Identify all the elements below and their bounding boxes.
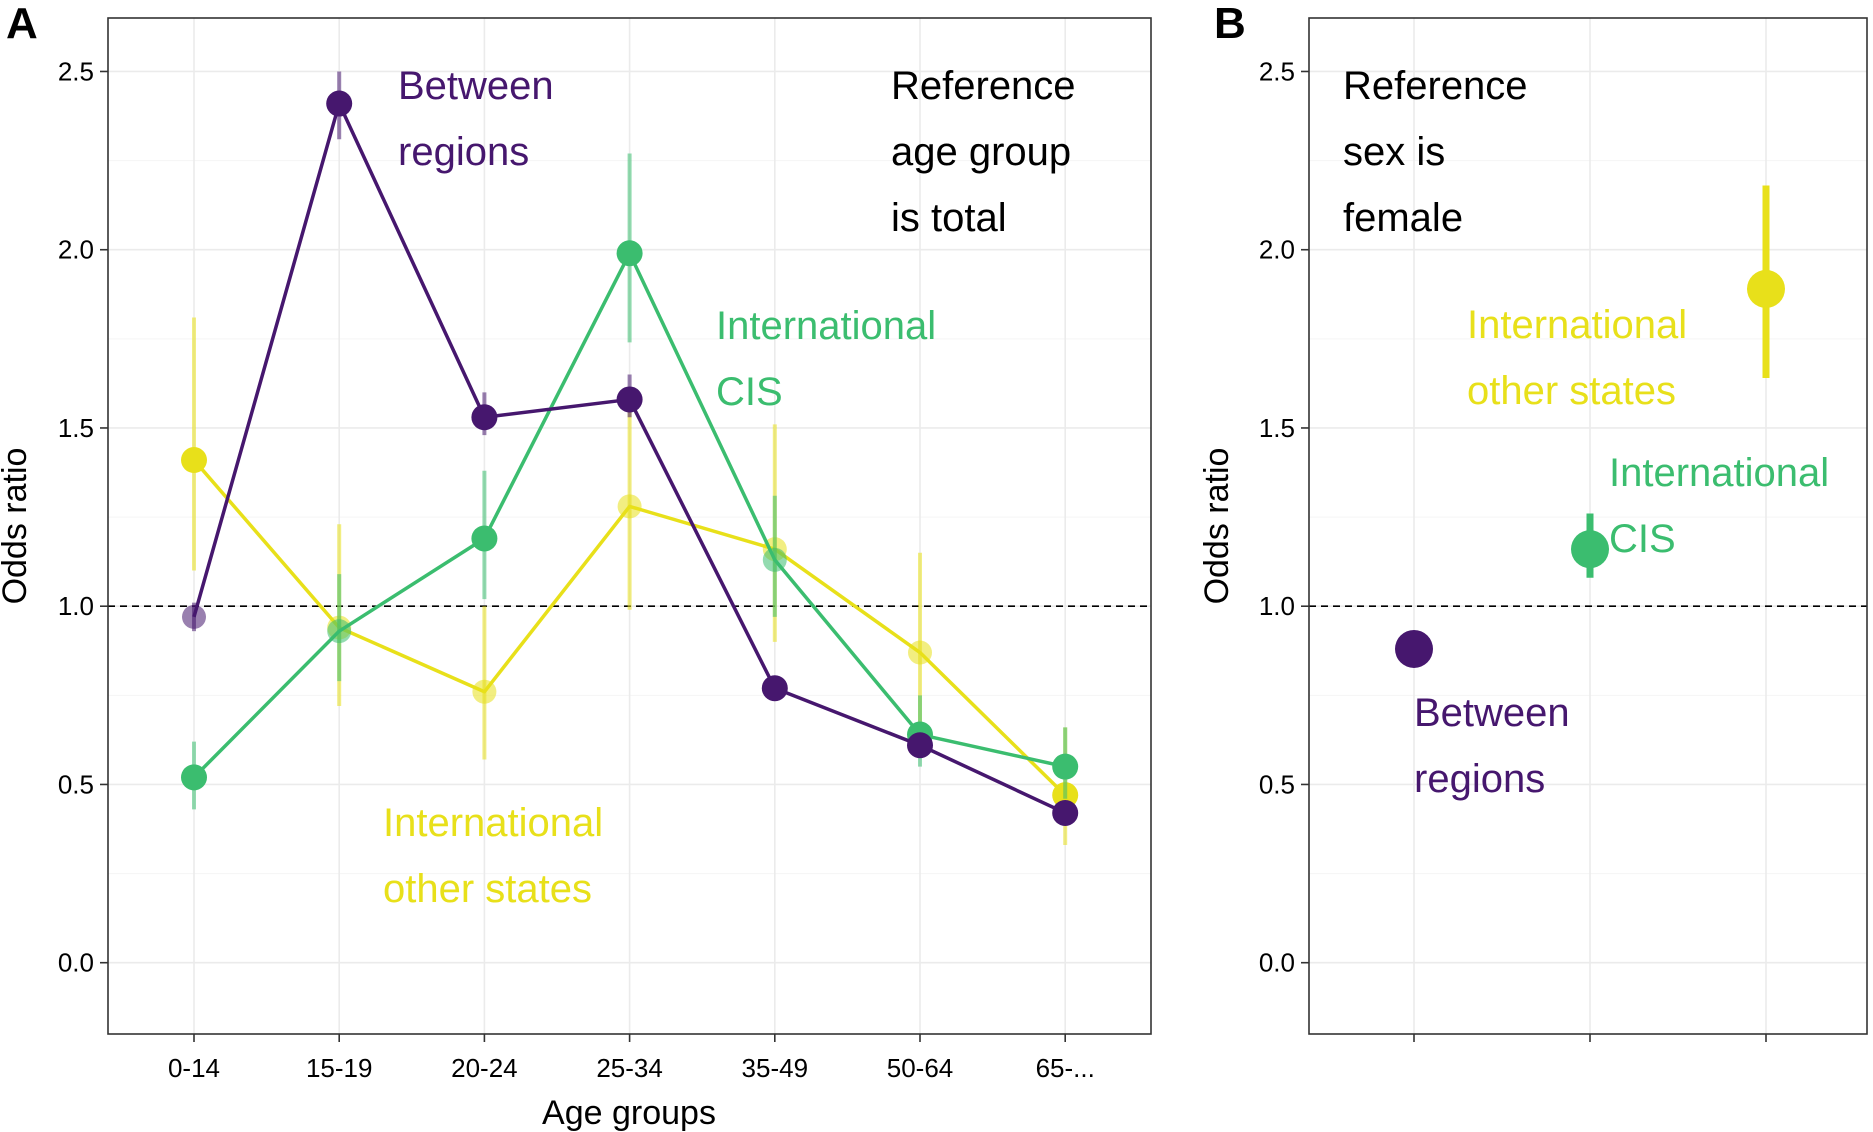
a-point-between [616,386,643,413]
a-x-tick-label: 0-14 [168,1053,220,1083]
a-point-other [908,640,932,665]
a-y-tick-label: 1.5 [58,413,94,443]
panel-a-reference-note: Reference age group is total [891,64,1087,240]
b-y-tick-label: 1.5 [1259,413,1295,443]
panel-b-label-other-states: International other states [1467,303,1698,413]
a-point-between [1052,799,1079,826]
panel-a-label-between: Between regions [398,64,565,174]
panel-a-y-axis: 0.0 0.5 1.0 1.5 2.0 2.5 [58,56,108,978]
b-y-tick-label: 2.5 [1259,56,1295,86]
b-series-cis [1571,513,1609,578]
panel-b-label: B [1214,0,1246,48]
a-point-cis [471,525,498,552]
a-y-tick-label: 0.5 [58,769,94,799]
a-point-other [617,494,642,519]
panel-a-label: A [6,0,38,48]
a-point-between [182,604,206,629]
panel-b-label-cis: International CIS [1609,451,1840,561]
a-x-tick-label: 20-24 [451,1053,518,1083]
a-y-tick-label: 2.0 [58,235,94,265]
panel-b-series [1395,185,1785,668]
a-point-cis [1052,753,1079,780]
a-y-tick-label: 1.0 [58,591,94,621]
b-y-tick-label: 0.0 [1259,948,1295,978]
a-point-cis [327,619,352,644]
b-y-tick-label: 1.0 [1259,591,1295,621]
b-y-tick-label: 0.5 [1259,769,1295,799]
a-point-cis [181,764,207,791]
a-point-cis [762,547,787,572]
b-series-other [1747,185,1785,379]
b-point-cis [1571,530,1609,569]
panel-b-border [1308,17,1868,1035]
panel-b-x-axis [1413,1034,1767,1042]
a-y-tick-label: 2.5 [58,56,94,86]
a-series-between [182,71,1079,826]
a-point-cis [616,240,643,267]
panel-b-reference-note: Reference sex is female [1343,64,1539,240]
panel-a-x-axis: 0-14 15-19 20-24 25-34 35-49 50-64 65-... [168,1034,1095,1083]
a-point-between [326,90,353,117]
a-y-tick-label: 0.0 [58,948,94,978]
a-x-tick-label: 65-... [1036,1053,1095,1083]
panel-b-y-axis: 0.0 0.5 1.0 1.5 2.0 2.5 [1259,56,1309,978]
panel-a-odds-by-age: A 0.0 0.5 1.0 1.5 2.0 2.5 0-14 15-19 20-24 25-34… [0,0,1152,1132]
b-y-tick-label: 2.0 [1259,235,1295,265]
b-point-other [1747,269,1785,308]
a-point-between [761,675,788,702]
a-x-tick-label: 50-64 [887,1053,954,1083]
panel-a-y-axis-title: Odds ratio [0,448,34,605]
panel-a-x-axis-title: Age groups [542,1094,716,1132]
a-x-tick-label: 35-49 [742,1053,809,1083]
a-point-other [181,447,207,474]
a-point-other [472,679,497,704]
panel-b-odds-by-sex: B 0.0 0.5 1.0 1.5 2.0 2.5 Odds ratio Referenc… [1198,0,1868,1042]
b-series-between [1395,629,1433,668]
a-x-tick-label: 25-34 [596,1053,663,1083]
panel-a-label-cis: International CIS [716,304,947,414]
a-point-between [907,732,933,759]
panel-b-label-between: Between regions [1414,691,1581,801]
panel-a-series [181,71,1079,846]
panel-b-y-axis-title: Odds ratio [1198,448,1236,605]
a-point-between [471,404,498,431]
panel-a-label-other-states: International other states [383,801,614,911]
b-point-between [1395,629,1433,668]
a-x-tick-label: 15-19 [306,1053,373,1083]
